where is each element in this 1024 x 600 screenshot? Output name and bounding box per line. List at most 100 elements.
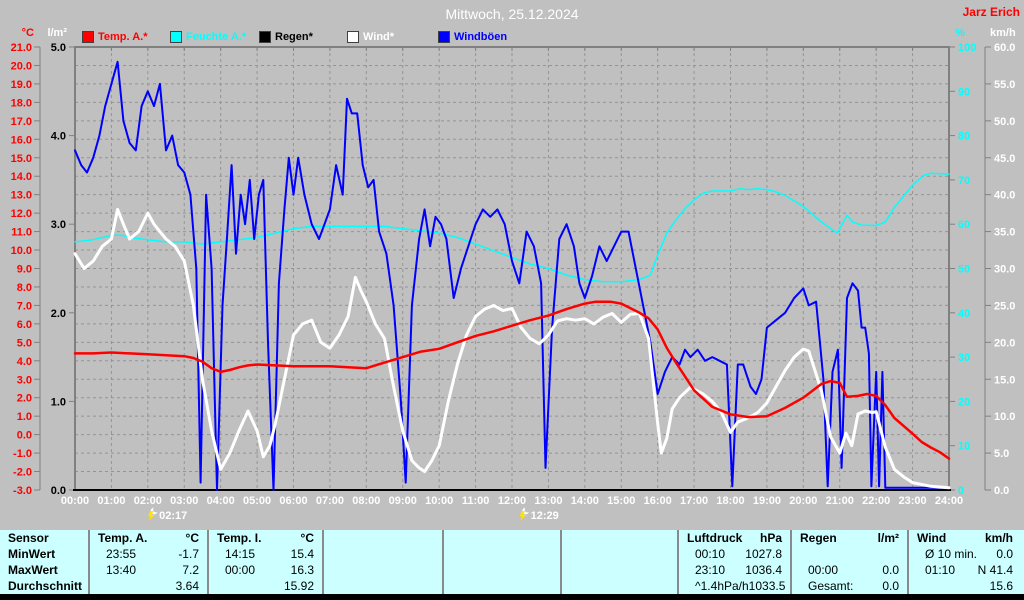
x-tick-label: 17:00 [680, 495, 708, 507]
axis-tick-label: 10 [958, 441, 970, 453]
table-row: 15.6 [909, 578, 1021, 594]
event-marker: 02:17 [148, 506, 187, 522]
table-row: 15.92 [209, 578, 322, 594]
x-tick-label: 03:00 [170, 495, 198, 507]
table-row-label: Durchschnitt [8, 579, 83, 593]
legend-label: Feuchte A.* [186, 31, 247, 43]
axis-tick-label: 3.0 [51, 219, 66, 231]
x-tick-label: 16:00 [644, 495, 672, 507]
table-row [792, 546, 907, 562]
table-column: Temp. A. °C 23:55 -1.7 13:40 7.2 3.64 [88, 530, 207, 594]
legend-color-chip-icon [259, 31, 271, 43]
axis-tick-label: 5.0 [994, 448, 1009, 460]
table-row: 13:40 7.2 [90, 562, 207, 578]
legend-label: Windböen [454, 31, 508, 43]
axis-tick-label: 4.0 [17, 356, 32, 368]
table-cell-value: 0.0 [996, 547, 1013, 561]
table-column-name: Temp. A. [98, 531, 148, 545]
axis-unit-kmh: km/h [990, 27, 1016, 39]
axis-tick-label: 6.0 [17, 319, 32, 331]
table-column-name: Temp. I. [217, 531, 262, 545]
table-column-header [324, 530, 442, 546]
table-cell-value: 3.64 [175, 579, 199, 593]
table-row-labels: Sensor MinWert MaxWert Durchschnitt [0, 530, 88, 594]
axis-tick-label: 5.0 [17, 337, 32, 349]
table-row-label: MaxWert [8, 563, 58, 577]
table-row [324, 578, 442, 594]
x-tick-label: 13:00 [534, 495, 562, 507]
axis-tick-label: 60 [958, 219, 970, 231]
moon-lightning-icon [153, 506, 159, 513]
axis-tick-label: 12.0 [11, 208, 32, 220]
axis-tick-label: 90 [958, 86, 970, 98]
x-tick-label: 22:00 [862, 495, 890, 507]
axis-tick-label: 45.0 [994, 153, 1015, 165]
legend-color-chip-icon [82, 31, 94, 43]
axis-tick-label: 40.0 [994, 190, 1015, 202]
legend-item: Wind* [347, 31, 394, 43]
axis-unit-lm2: l/m² [47, 27, 67, 39]
moon-lightning-icon [148, 511, 155, 521]
axis-tick-label: 60.0 [994, 42, 1015, 54]
table-column [560, 530, 677, 594]
axis-tick-label: 0 [958, 485, 964, 497]
axis-tick-label: 100 [958, 42, 976, 54]
table-column-unit: °C [185, 531, 199, 545]
axis-tick-label: 13.0 [11, 190, 32, 202]
table-cell-time: 23:10 [695, 563, 726, 577]
table-cell-time: 00:00 [808, 563, 839, 577]
table-column: Wind km/h Ø 10 min. 0.0 01:10 N 41.4 15.6 [907, 530, 1021, 594]
x-tick-label: 23:00 [899, 495, 927, 507]
table-column-unit: hPa [759, 531, 782, 545]
axis-tick-label: 20.0 [11, 60, 32, 72]
event-marker-time: 12:29 [531, 510, 559, 522]
plot-area[interactable]: 21.0 20.0 19.0 18.0 17.0 16.0 15.0 14.0 13.0 12.0… [0, 0, 1024, 530]
x-tick-label: 04:00 [207, 495, 235, 507]
table-cell-value: 16.3 [290, 563, 314, 577]
table-cell-value: 15.4 [290, 547, 314, 561]
table-column-header: Regen l/m² [792, 530, 907, 546]
table-column-header: Temp. I. °C [209, 530, 322, 546]
table-row [562, 562, 677, 578]
axis-tick-label: 30 [958, 352, 970, 364]
axis-tick-label: 80 [958, 131, 970, 143]
x-tick-label: 14:00 [571, 495, 599, 507]
axis-tick-label: 21.0 [11, 42, 32, 54]
series-tempa [73, 300, 951, 460]
table-cell-time: ^1.4hPa/h [695, 579, 749, 593]
series-windben [74, 60, 950, 491]
axis-tick-label: 14.0 [11, 171, 32, 183]
axis-tick-label: 70 [958, 175, 970, 187]
legend-item: Feuchte A.* [170, 31, 246, 43]
table-cell-value: 1027.8 [745, 547, 782, 561]
legend-color-chip-icon [438, 31, 450, 43]
axis-tick-label: -1.0 [13, 448, 32, 460]
table-column: Temp. I. °C 14:15 15.4 00:00 16.3 15.92 [207, 530, 322, 594]
table-column-header: Luftdruck hPa [679, 530, 790, 546]
axis-tick-label: -2.0 [13, 467, 32, 479]
table-column [442, 530, 560, 594]
axis-tick-label: 15.0 [11, 153, 32, 165]
axis-tick-label: 4.0 [51, 131, 66, 143]
axis-tick-label: 50.0 [994, 116, 1015, 128]
x-tick-label: 02:00 [134, 495, 162, 507]
axis-tick-label: 0.0 [51, 485, 66, 497]
moon-lightning-icon [524, 506, 531, 513]
table-row: ^1.4hPa/h 1033.5 [679, 578, 790, 594]
axis-tick-label: 10.0 [11, 245, 32, 257]
table-column: Luftdruck hPa 00:10 1027.8 23:10 1036.4 ^1.4hP… [677, 530, 790, 594]
axis-tick-label: 40 [958, 308, 970, 320]
axis-tick-label: 19.0 [11, 79, 32, 91]
table-column-header: Wind km/h [909, 530, 1021, 546]
event-marker-time: 02:17 [159, 510, 187, 522]
table-row [324, 562, 442, 578]
x-tick-label: 11:00 [462, 495, 490, 507]
table-cell-time [452, 578, 460, 594]
legend-color-chip-icon [170, 31, 182, 43]
axis-tick-label: 11.0 [11, 227, 32, 239]
legend-color-chip-icon [347, 31, 359, 43]
table-cell-time: 01:10 [925, 563, 956, 577]
table-row: 00:10 1027.8 [679, 546, 790, 562]
axis-tick-label: 15.0 [994, 374, 1015, 386]
table-column-unit: °C [300, 531, 314, 545]
